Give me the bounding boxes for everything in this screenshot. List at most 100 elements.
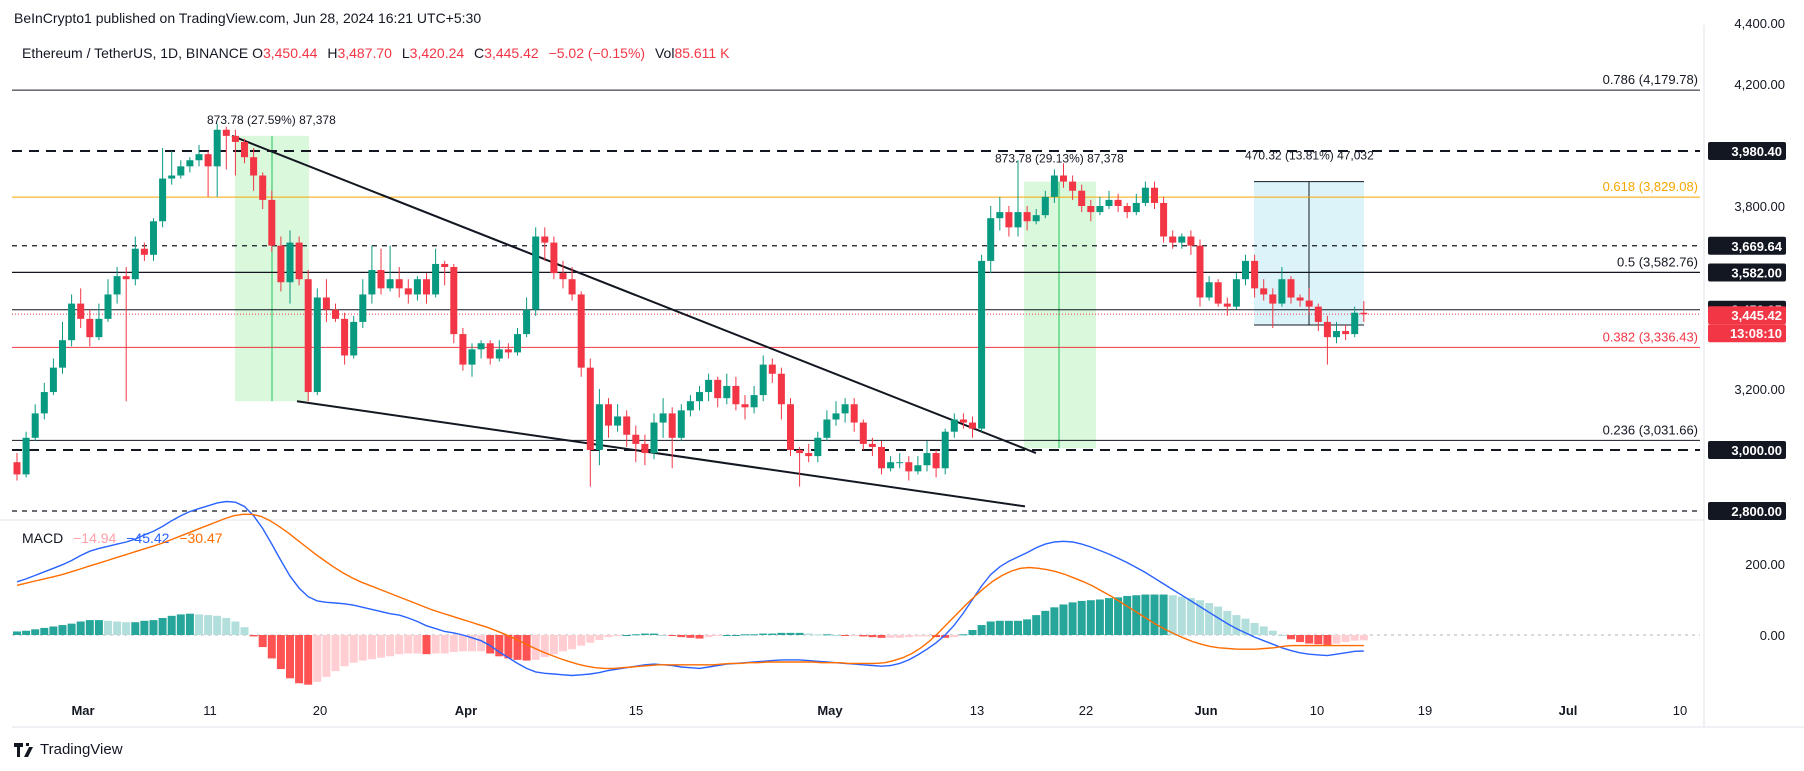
candle-body bbox=[868, 443, 876, 447]
candle-body bbox=[86, 318, 94, 338]
candle-body bbox=[605, 404, 612, 426]
candle-body bbox=[104, 294, 112, 319]
macd-histogram-bar bbox=[176, 614, 185, 635]
footer-brand[interactable]: TradingView bbox=[14, 741, 123, 758]
macd-histogram-bar bbox=[67, 623, 76, 635]
candle-body bbox=[113, 276, 121, 295]
candle-body bbox=[341, 318, 349, 356]
candle-body bbox=[322, 297, 330, 310]
macd-histogram-bar bbox=[722, 635, 731, 636]
candle-body bbox=[823, 419, 831, 438]
macd-histogram-bar bbox=[713, 635, 722, 636]
level-price-label: 3,000.00 bbox=[1708, 441, 1786, 459]
candle-body bbox=[1251, 260, 1259, 289]
high-value: 3,487.70 bbox=[337, 45, 392, 61]
macd-histogram-bar bbox=[213, 615, 222, 635]
symbol-name[interactable]: Ethereum / TetherUS, 1D, BINANCE bbox=[22, 45, 249, 61]
candle-body bbox=[1269, 294, 1277, 304]
macd-histogram-bar bbox=[650, 633, 658, 635]
price-label-box bbox=[1708, 141, 1786, 160]
macd-histogram-bar bbox=[1086, 600, 1095, 635]
level-price-label: 3,980.40 bbox=[1708, 141, 1786, 160]
candle-body bbox=[668, 413, 676, 438]
candle-body bbox=[950, 419, 958, 432]
macd-histogram-bar bbox=[104, 620, 112, 635]
change-value: −5.02 (−0.15%) bbox=[548, 45, 646, 61]
macd-histogram-bar bbox=[522, 635, 531, 661]
macd-histogram-bar bbox=[295, 635, 304, 684]
macd-histogram-bar bbox=[841, 635, 850, 636]
macd-histogram-bar bbox=[1305, 635, 1314, 644]
macd-histogram-bar bbox=[440, 635, 449, 654]
time-axis-label: 20 bbox=[313, 703, 327, 718]
measurement-label: 873.78 (29.13%) 87,378 bbox=[995, 152, 1124, 166]
candle-body bbox=[441, 263, 449, 267]
time-axis-label: 10 bbox=[1310, 703, 1324, 718]
macd-histogram-bar bbox=[1241, 618, 1250, 635]
candle-body bbox=[1278, 279, 1286, 304]
candle-body bbox=[914, 465, 922, 472]
candle-body bbox=[586, 367, 594, 450]
macd-histogram-bar bbox=[204, 615, 213, 635]
candle-body bbox=[213, 129, 221, 167]
macd-histogram-bar bbox=[367, 635, 376, 660]
candle-body bbox=[286, 242, 294, 283]
candle-body bbox=[168, 175, 176, 179]
candle-body bbox=[395, 279, 403, 289]
fib-label: 0.5 (3,582.76) bbox=[1617, 254, 1698, 269]
macd-histogram-bar bbox=[768, 633, 777, 635]
macd-histogram-bar bbox=[413, 635, 422, 654]
price-label-text: 3,980.40 bbox=[1731, 144, 1782, 159]
candle-body bbox=[969, 422, 976, 429]
macd-histogram-bar bbox=[422, 635, 431, 655]
candle-body bbox=[140, 248, 148, 255]
price-label-box bbox=[1708, 324, 1786, 343]
macd-histogram-bar bbox=[231, 621, 240, 635]
macd-histogram-bar bbox=[131, 622, 140, 635]
footer-brand-text: TradingView bbox=[40, 741, 123, 758]
candle-body bbox=[532, 236, 540, 310]
candle-body bbox=[495, 349, 503, 359]
candle-body bbox=[723, 385, 731, 399]
macd-histogram-bar bbox=[1150, 594, 1159, 635]
candle-body bbox=[313, 297, 321, 393]
macd-histogram-bar bbox=[158, 617, 167, 635]
price-label-box bbox=[1708, 263, 1786, 282]
macd-histogram-bar bbox=[995, 620, 1004, 635]
time-axis-label: May bbox=[817, 703, 843, 718]
macd-histogram-bar bbox=[1077, 600, 1086, 635]
price-label-text: 3,000.00 bbox=[1731, 443, 1782, 458]
symbol-header: Ethereum / TetherUS, 1D, BINANCE O3,450.… bbox=[22, 45, 735, 61]
candle-body bbox=[1360, 312, 1368, 315]
macd-title[interactable]: MACD bbox=[22, 530, 64, 546]
candle-body bbox=[777, 373, 785, 405]
macd-histogram-bar bbox=[813, 634, 822, 636]
macd-histogram-bar bbox=[349, 635, 358, 663]
macd-histogram-bar bbox=[1296, 635, 1305, 643]
macd-histogram-bar bbox=[267, 635, 276, 659]
macd-histogram-bar bbox=[1023, 619, 1032, 635]
measurement-label: 873.78 (27.59%) 87,378 bbox=[207, 113, 336, 127]
candle-body bbox=[222, 129, 230, 136]
candle-body bbox=[432, 263, 440, 295]
time-axis-label: 13 bbox=[970, 703, 984, 718]
candle-body bbox=[923, 453, 931, 466]
candle-body bbox=[841, 404, 849, 414]
candle-body bbox=[31, 413, 39, 438]
macd-line bbox=[16, 500, 1364, 677]
range-box-green-2 bbox=[1024, 181, 1096, 449]
level-price-label: 2,800.00 bbox=[1708, 502, 1786, 520]
macd-histogram-bar bbox=[140, 620, 149, 635]
macd-histogram-bar bbox=[386, 635, 395, 657]
candle-body bbox=[332, 309, 339, 319]
candle-body bbox=[241, 141, 248, 158]
candle-body bbox=[1032, 215, 1040, 222]
price-label-box bbox=[1708, 306, 1786, 325]
candle-body bbox=[259, 175, 267, 200]
candle-body bbox=[1323, 321, 1331, 338]
macd-histogram-bar bbox=[304, 635, 313, 685]
level-price-label: 3,582.00 bbox=[1708, 263, 1786, 282]
candle-body bbox=[559, 273, 567, 280]
candle-body bbox=[832, 413, 840, 420]
